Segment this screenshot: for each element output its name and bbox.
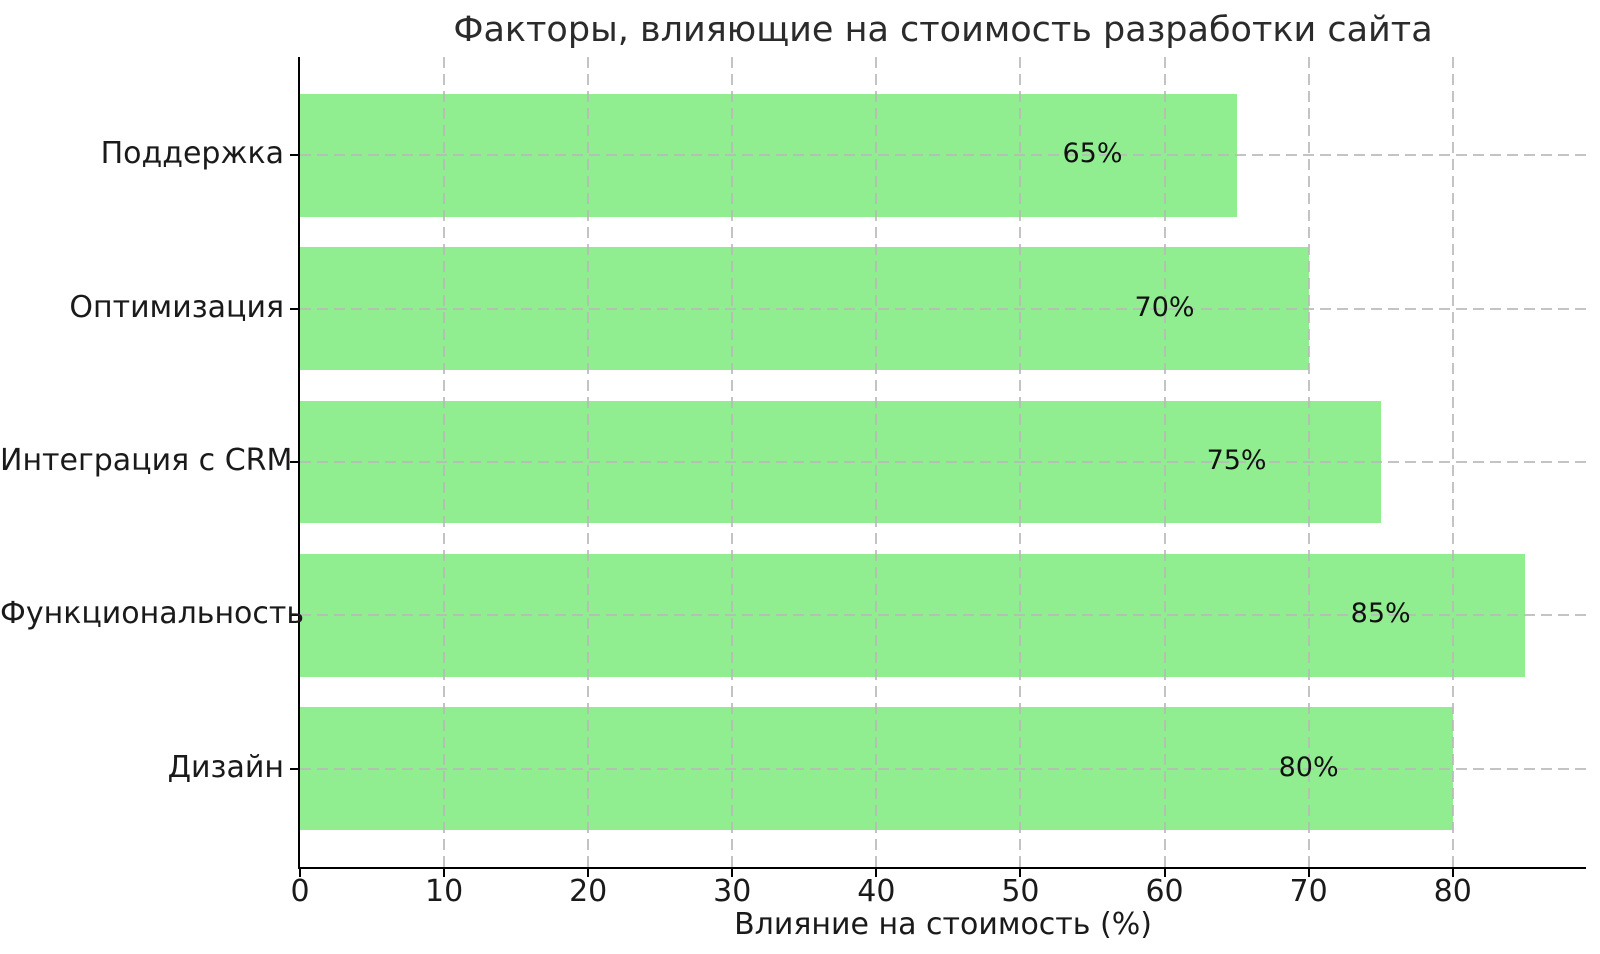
x-tick-mark (1307, 869, 1310, 877)
v-gridline (1163, 57, 1166, 867)
x-tick-label: 80 (1433, 874, 1472, 909)
h-gridline (300, 614, 1586, 617)
y-tick-mark (290, 614, 298, 617)
v-gridline (731, 57, 734, 867)
h-gridline (300, 461, 1586, 463)
y-tick-label: Дизайн (167, 749, 284, 785)
v-gridline (1019, 57, 1022, 867)
x-tick-mark (875, 869, 878, 877)
x-tick-mark (731, 869, 734, 877)
x-tick-mark (1163, 869, 1166, 877)
y-tick-label: Функциональность (0, 596, 305, 632)
h-gridline (300, 767, 1586, 770)
bar-value-label: 75% (1206, 445, 1267, 476)
h-gridline (300, 307, 1586, 310)
x-tick-label: 40 (857, 874, 896, 909)
bar-value-label: 65% (1062, 138, 1123, 170)
x-tick-mark (1451, 869, 1454, 877)
bar-value-label: 80% (1278, 751, 1339, 783)
x-tick-label: 0 (290, 874, 310, 909)
x-tick-mark (443, 869, 446, 877)
v-gridline (875, 57, 878, 867)
y-tick-mark (290, 154, 298, 157)
x-tick-label: 50 (1001, 874, 1040, 909)
y-tick-mark (290, 461, 298, 463)
y-tick-label: Интеграция с CRM (0, 443, 293, 478)
y-tick-mark (290, 767, 298, 770)
x-axis-spine (298, 867, 1586, 869)
x-tick-label: 10 (424, 874, 464, 909)
y-tick-label: Оптимизация (69, 289, 284, 325)
v-gridline (587, 57, 590, 867)
x-tick-mark (587, 869, 590, 877)
v-gridline (443, 57, 446, 867)
x-tick-label: 60 (1145, 874, 1184, 909)
v-gridline (1307, 57, 1310, 867)
chart-title: Факторы, влияющие на стоимость разработк… (453, 10, 1433, 50)
x-tick-label: 30 (713, 874, 752, 909)
y-tick-label: Поддержка (100, 136, 284, 172)
x-tick-label: 20 (569, 874, 608, 909)
x-tick-label: 70 (1289, 874, 1328, 909)
bar-value-label: 85% (1350, 598, 1411, 630)
x-tick-mark (299, 869, 301, 877)
x-axis-title: Влияние на стоимость (%) (734, 907, 1152, 942)
x-tick-mark (1019, 869, 1022, 877)
h-gridline (300, 154, 1586, 157)
v-gridline (1451, 57, 1454, 867)
bar-value-label: 70% (1134, 291, 1195, 323)
y-axis-spine (298, 57, 300, 869)
y-tick-mark (290, 307, 298, 310)
